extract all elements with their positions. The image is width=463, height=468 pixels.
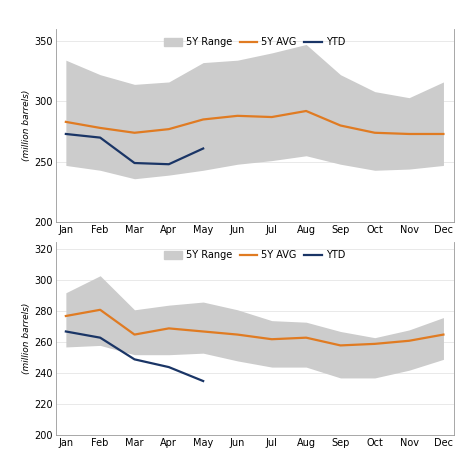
Text: EU Distillate Inventories (2): EU Distillate Inventories (2)	[157, 13, 352, 26]
Text: OECD & Non-OECD Gasoline Inventories (Excl US) (2): OECD & Non-OECD Gasoline Inventories (Ex…	[69, 226, 440, 239]
Legend: 5Y Range, 5Y AVG, YTD: 5Y Range, 5Y AVG, YTD	[160, 34, 349, 51]
Legend: 5Y Range, 5Y AVG, YTD: 5Y Range, 5Y AVG, YTD	[160, 247, 349, 264]
Y-axis label: (million barrels): (million barrels)	[22, 303, 31, 374]
Y-axis label: (million barrels): (million barrels)	[22, 90, 31, 161]
